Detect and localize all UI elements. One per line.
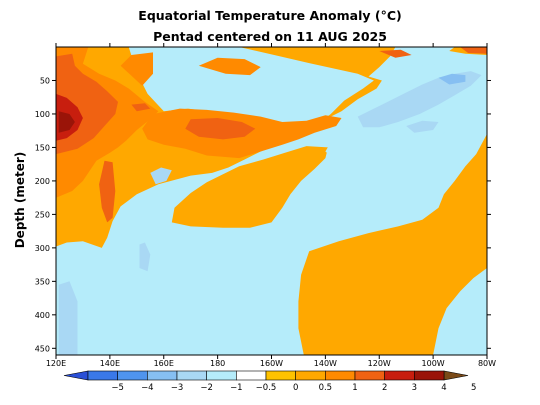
colorbar-label: −4 — [141, 383, 154, 393]
x-axis: 120E 140E 160E 180 160W 140W 120W 100W 80W — [46, 43, 496, 368]
chart-title: Equatorial Temperature Anomaly (°C) — [138, 8, 401, 23]
x-tick-label: 180 — [210, 359, 225, 368]
x-tick-label: 140E — [100, 359, 120, 368]
region-cool-1-east — [357, 71, 482, 128]
colorbar-low-extend — [63, 370, 89, 381]
region-anom-1-surface — [198, 57, 261, 76]
colorbar-label: 0 — [293, 383, 298, 393]
y-tick-label: 450 — [35, 344, 50, 353]
region-anom-2-dot — [131, 103, 151, 112]
colorbar-swatch — [384, 370, 415, 381]
region-anom-2-far-east — [460, 47, 487, 54]
y-tick-label: 400 — [35, 311, 50, 320]
y-tick-label: 150 — [35, 143, 50, 152]
colorbar-label: −1 — [230, 383, 243, 393]
x-tick-label: 160E — [154, 359, 174, 368]
colorbar-swatch — [325, 370, 356, 381]
colorbar-high-extend — [443, 370, 469, 381]
region-cool-2-east — [438, 73, 466, 85]
region-warm-east-deep — [298, 134, 487, 355]
colorbar-label: 1 — [352, 383, 357, 393]
colorbar-label: −3 — [171, 383, 184, 393]
y-tick-label: 200 — [35, 177, 50, 186]
plot-area — [55, 46, 488, 356]
y-axis: 50 100 150 200 250 300 350 400 450 — [35, 76, 491, 353]
region-cool-1-center-streak — [139, 242, 151, 272]
colorbar-label: 5 — [471, 383, 476, 393]
x-tick-label: 120W — [368, 359, 391, 368]
y-tick-label: 300 — [35, 244, 50, 253]
colorbar-label: 2 — [382, 383, 387, 393]
x-tick-label: 160W — [260, 359, 283, 368]
colorbar-swatch — [87, 370, 118, 381]
x-tick-label: 120E — [46, 359, 66, 368]
y-tick-label: 50 — [40, 76, 50, 85]
chart-subtitle: Pentad centered on 11 AUG 2025 — [153, 29, 387, 44]
colorbar-label: 4 — [441, 383, 446, 393]
region-anom-1-upper — [120, 52, 153, 86]
anomaly-contours — [56, 47, 487, 355]
y-tick-label: 350 — [35, 277, 50, 286]
colorbar-label: −2 — [200, 383, 213, 393]
region-cool-1-patch — [406, 120, 439, 133]
colorbar-label: 3 — [412, 383, 417, 393]
region-cool-1-west-blob — [150, 167, 172, 185]
x-tick-label: 100W — [422, 359, 445, 368]
colorbar-swatch — [117, 370, 148, 381]
region-anom-2-vertical-streak — [99, 160, 116, 223]
colorbar-swatch — [265, 370, 296, 381]
x-tick-label: 140W — [314, 359, 337, 368]
region-cool-east-upper — [390, 64, 450, 88]
colorbar-label: −5 — [111, 383, 124, 393]
y-tick-label: 100 — [35, 110, 50, 119]
colorbar-swatch — [176, 370, 207, 381]
colorbar-swatch — [414, 370, 445, 381]
y-tick-label: 250 — [35, 210, 50, 219]
region-anom-4-west-core — [58, 111, 75, 133]
region-cool-1-deep-west — [58, 281, 78, 355]
colorbar-swatch — [354, 370, 385, 381]
colorbar-swatch — [147, 370, 178, 381]
region-anom-2-right-east — [379, 49, 412, 58]
colorbar-swatch — [295, 370, 326, 381]
colorbar-swatch — [236, 370, 267, 381]
colorbar-label: −0.5 — [256, 383, 277, 393]
colorbar: −5 −4 −3 −2 −1 −0.5 0 0.5 1 2 3 4 5 — [63, 370, 476, 393]
colorbar-label: 0.5 — [319, 383, 333, 393]
region-anom-2-central — [185, 118, 256, 140]
colorbar-swatch — [206, 370, 237, 381]
region-warm-central-tongue — [171, 146, 329, 228]
x-tick-label: 80W — [478, 359, 496, 368]
y-axis-label: Depth (meter) — [13, 152, 27, 249]
